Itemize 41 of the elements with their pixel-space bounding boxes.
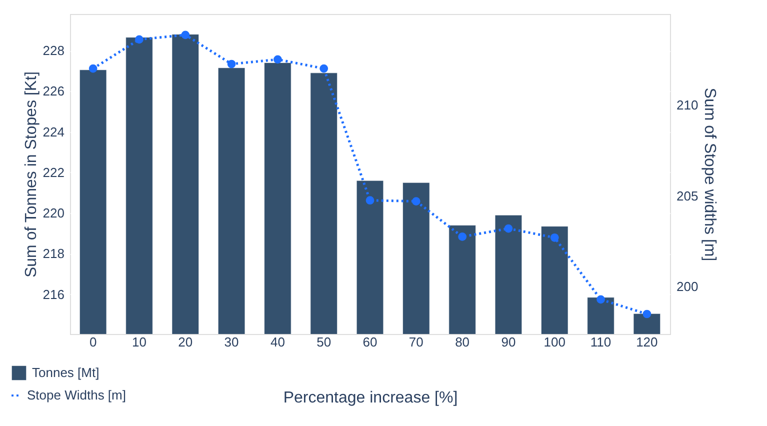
point [550, 233, 559, 242]
y2-tick-label: 205 [676, 188, 698, 204]
point [181, 30, 190, 40]
y2-axis-title: Sum of Stope widths [m] [701, 88, 718, 262]
x-tick-label: 30 [224, 334, 239, 350]
point [458, 232, 466, 241]
y-tick-label: 216 [42, 286, 64, 302]
legend-label: Stope Widths [m] [27, 388, 126, 402]
y-tick-label: 226 [42, 84, 64, 99]
y-tick-label: 220 [42, 206, 64, 221]
point [596, 295, 605, 304]
point [366, 196, 374, 205]
x-tick-label: 50 [316, 334, 332, 350]
point [642, 310, 652, 318]
x-tick-label: 20 [178, 334, 193, 350]
x-tick-label: 80 [455, 334, 470, 350]
y-tick-label: 218 [42, 246, 64, 262]
y2-tick-label: 210 [676, 97, 698, 112]
point [135, 35, 144, 44]
x-tick-label: 60 [362, 334, 378, 350]
x-tick-label: 110 [590, 334, 612, 350]
y-tick-label: 224 [42, 124, 64, 140]
point [320, 64, 328, 73]
y-tick-label: 222 [42, 164, 64, 180]
x-tick-label: 40 [270, 334, 285, 350]
x-tick-label: 120 [636, 334, 658, 350]
y-tick-label: 228 [42, 43, 64, 58]
y2-tick-label: 200 [676, 279, 698, 294]
point [227, 60, 236, 68]
x-tick-label: 0 [89, 334, 97, 350]
point [274, 55, 282, 64]
x-tick-label: 100 [544, 334, 566, 350]
x-axis-title: Percentage increase [%] [283, 390, 458, 406]
point [88, 64, 98, 73]
x-tick-label: 10 [132, 334, 146, 350]
y-axis-title: Sum of Tonnes in Stopes [Kt] [22, 71, 40, 278]
x-tick-label: 90 [501, 334, 516, 350]
point [504, 224, 513, 233]
point [412, 197, 420, 206]
x-tick-label: 70 [408, 334, 424, 350]
legend-label: Tonnes [Mt] [32, 365, 100, 380]
